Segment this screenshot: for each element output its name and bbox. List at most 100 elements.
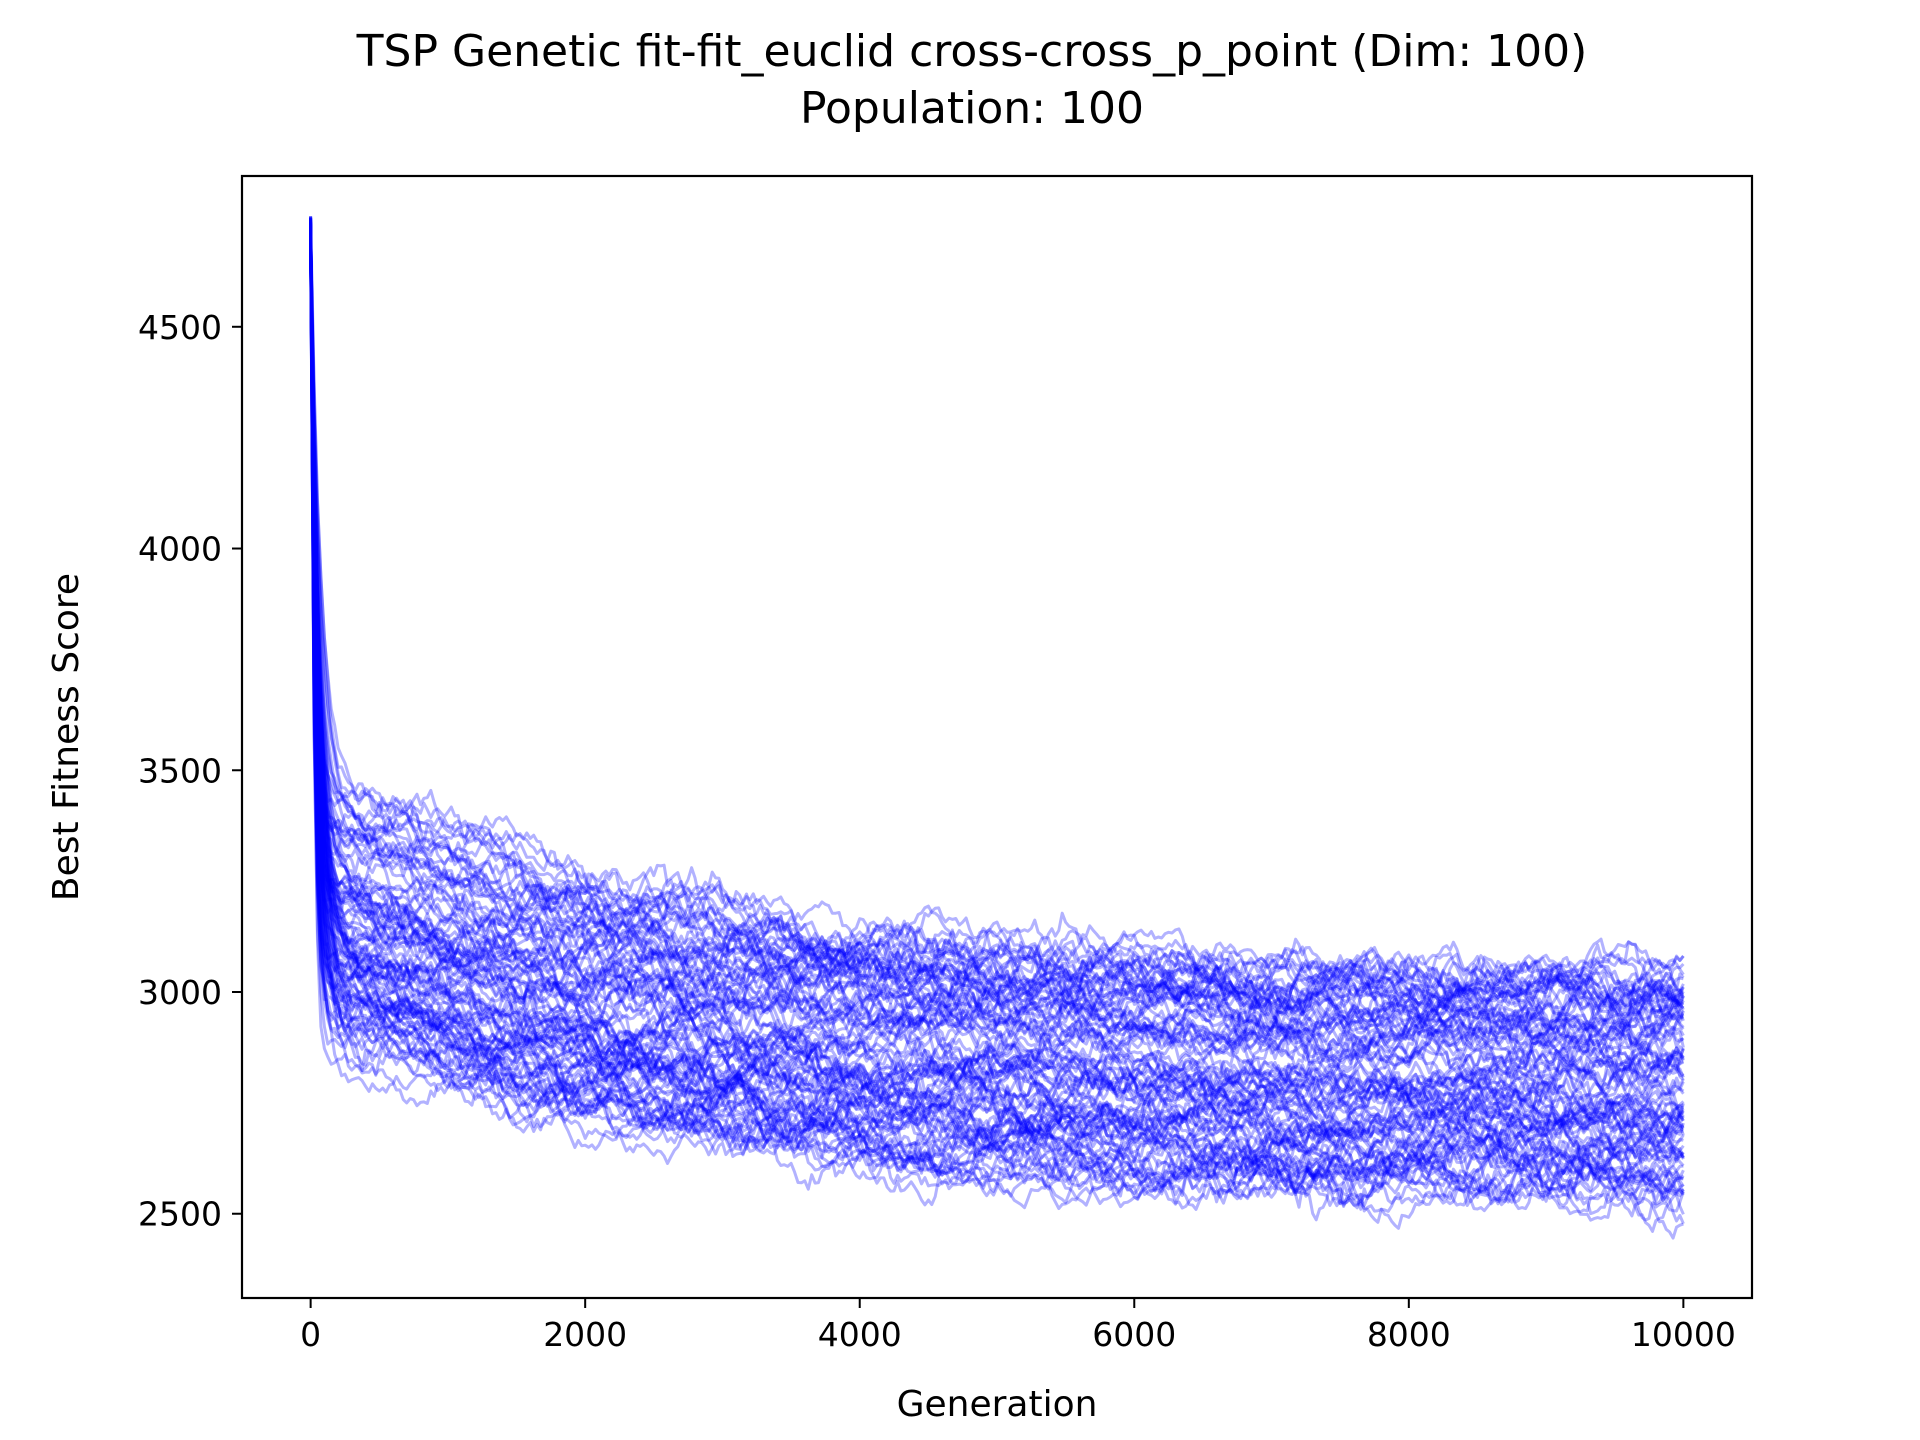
series-line (309, 238, 1685, 1036)
series-line (309, 234, 1685, 1120)
series-line (309, 226, 1685, 1137)
series-line (309, 218, 1685, 1049)
series-line (309, 230, 1685, 1083)
series-line (309, 228, 1685, 1193)
series-line (309, 241, 1684, 1054)
series-line (309, 233, 1685, 1197)
series-line (309, 241, 1685, 1151)
series-line (309, 245, 1685, 1218)
series-line (309, 237, 1684, 1182)
x-axis: 0 2000 4000 6000 8000 10000 (300, 1298, 1736, 1354)
x-tick-label: 6000 (1092, 1315, 1176, 1354)
series-line (309, 223, 1685, 1095)
series-line (309, 217, 1684, 1240)
series-line (309, 221, 1685, 1213)
series-line (309, 244, 1684, 1183)
series-line (309, 235, 1685, 1042)
series-line (309, 232, 1685, 1179)
series-line (309, 225, 1685, 1193)
x-tick-label: 8000 (1367, 1315, 1451, 1354)
series-line (309, 236, 1684, 1184)
series-line (309, 241, 1684, 1013)
series-line (309, 235, 1685, 1069)
series-line (309, 216, 1685, 1105)
series-line (309, 218, 1684, 1203)
series-line (309, 239, 1684, 1207)
series-group (309, 216, 1685, 1240)
series-line (309, 233, 1684, 1024)
series-line (309, 239, 1685, 1160)
series-line (309, 224, 1685, 1121)
series-line (309, 228, 1685, 1101)
series-line (309, 216, 1685, 1215)
series-line (309, 244, 1684, 1022)
series-line (309, 232, 1685, 1007)
plot-frame (240, 174, 1754, 1300)
series-line (309, 222, 1685, 1144)
series-line (309, 222, 1684, 1035)
x-tick-label: 2000 (543, 1315, 627, 1354)
series-line (309, 231, 1685, 1117)
series-line (309, 222, 1685, 1099)
series-line (309, 234, 1685, 1015)
y-tick-label: 3500 (138, 751, 222, 790)
series-line (309, 217, 1685, 1069)
series-line (309, 241, 1685, 1066)
series-line (309, 217, 1685, 1124)
series-line (309, 243, 1685, 1063)
series-line (309, 226, 1685, 1225)
series-line (309, 222, 1685, 1032)
series-line (309, 242, 1684, 1133)
x-tick-label: 0 (300, 1315, 321, 1354)
series-line (309, 245, 1685, 1164)
series-line (309, 236, 1685, 1138)
series-line (309, 223, 1685, 1198)
series-line (309, 239, 1685, 1148)
series-line (309, 235, 1685, 1002)
series-line (309, 235, 1685, 1071)
series-line (309, 246, 1685, 1184)
series-line (309, 230, 1684, 1044)
series-line (309, 219, 1685, 1048)
x-tick-label: 10000 (1631, 1315, 1736, 1354)
series-line (309, 238, 1685, 1046)
series-line (309, 223, 1685, 1118)
series-line (309, 228, 1685, 1021)
series-line (309, 238, 1685, 997)
series-line (309, 235, 1685, 1164)
series-line (309, 246, 1685, 1153)
series-line (309, 216, 1685, 1136)
series-line (309, 220, 1685, 1024)
series-line (309, 222, 1685, 1029)
series-line (309, 242, 1684, 1216)
series-line (309, 228, 1685, 1160)
series-line (309, 222, 1685, 1154)
series-line (309, 226, 1685, 1160)
series-line (309, 240, 1685, 1027)
series-line (309, 239, 1685, 1014)
y-tick-label: 2500 (138, 1195, 222, 1234)
series-line (309, 227, 1685, 1233)
series-line (309, 225, 1685, 1070)
series-line (309, 225, 1685, 1005)
series-line (309, 241, 1685, 1176)
series-line (309, 239, 1684, 1120)
chart-subtitle: Population: 100 (800, 83, 1144, 134)
series-line (309, 244, 1685, 1105)
series-line (309, 224, 1685, 1096)
x-axis-label: Generation (897, 1384, 1098, 1425)
series-line (309, 239, 1685, 1135)
x-tick-label: 4000 (818, 1315, 902, 1354)
chart-title: TSP Genetic fit-fit_euclid cross-cross_p… (356, 26, 1588, 77)
series-line (309, 237, 1685, 1153)
series-line (309, 242, 1685, 1063)
series-line (309, 223, 1684, 1103)
series-line (309, 228, 1685, 1197)
series-line (309, 220, 1685, 1164)
series-line (309, 240, 1685, 1135)
series-line (309, 240, 1685, 1001)
series-line (309, 243, 1685, 1032)
series-line (309, 229, 1685, 1208)
